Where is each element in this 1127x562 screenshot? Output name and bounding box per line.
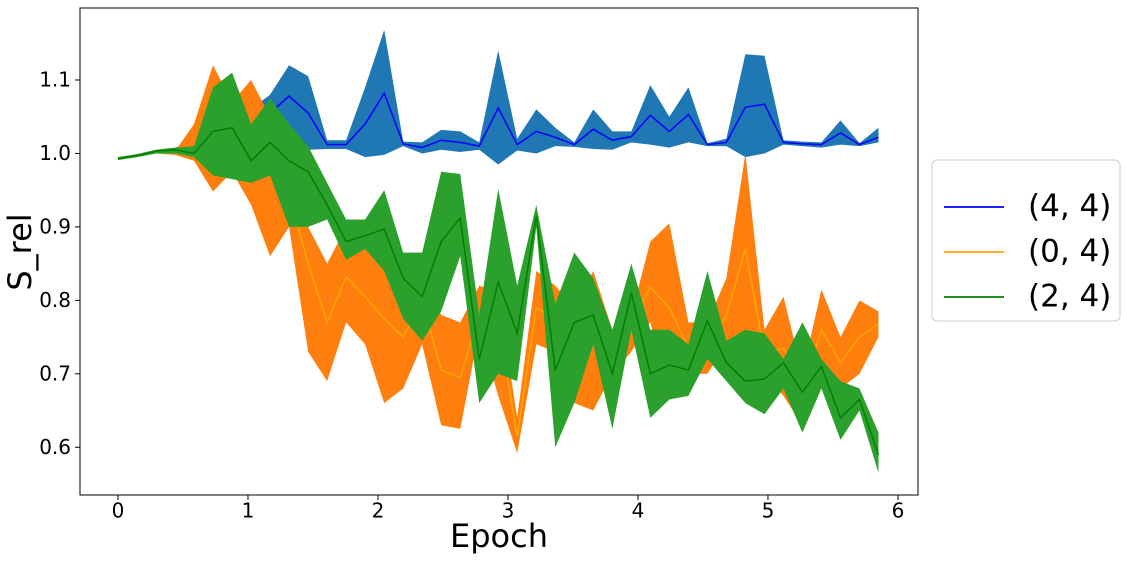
legend-label: (4, 4) (1028, 189, 1111, 225)
x-tick-label: 2 (372, 499, 385, 523)
x-axis-label: Epoch (450, 517, 548, 555)
legend-label: (2, 4) (1028, 279, 1111, 315)
x-tick-label: 0 (112, 499, 125, 523)
x-tick-label: 4 (632, 499, 645, 523)
legend: (4, 4) (0, 4) (2, 4) (931, 159, 1121, 322)
y-tick-label: 0.7 (39, 361, 71, 385)
y-tick-label: 0.6 (39, 435, 71, 459)
x-tick-label: 5 (762, 499, 775, 523)
y-tick-label: 0.9 (39, 214, 71, 238)
y-tick-label: 0.8 (39, 288, 71, 312)
x-tick-label: 6 (892, 499, 905, 523)
plot-frame (79, 7, 919, 496)
x-tick-label: 3 (502, 499, 515, 523)
y-tick-label: 1.0 (39, 141, 71, 165)
legend-label: (0, 4) (1028, 234, 1111, 270)
x-tick-label: 1 (242, 499, 255, 523)
line (117, 126, 880, 455)
y-axis-label: S_rel (1, 213, 39, 290)
plot-area (117, 30, 880, 473)
y-tick-label: 1.1 (39, 67, 71, 91)
legend-box (931, 159, 1121, 322)
band (117, 30, 879, 165)
